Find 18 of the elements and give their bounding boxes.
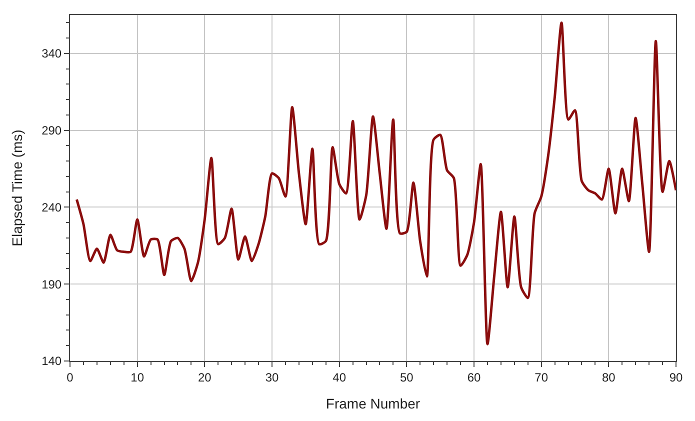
x-tick-label: 60 — [467, 370, 481, 384]
y-tick-label: 140 — [42, 354, 62, 368]
line-series — [75, 21, 676, 346]
x-tick-label: 50 — [400, 370, 414, 384]
x-tick-label: 10 — [130, 370, 144, 384]
x-tick-label: 40 — [332, 370, 346, 384]
x-tick-label: 90 — [669, 370, 683, 384]
x-axis-title: Frame Number — [326, 396, 420, 412]
y-tick-label: 190 — [42, 277, 62, 292]
x-tick-label: 20 — [198, 370, 212, 384]
y-tick-label: 290 — [42, 124, 62, 138]
x-tick-label: 70 — [534, 370, 548, 384]
x-tick-label: 80 — [602, 370, 616, 384]
x-tick-label: 0 — [66, 370, 74, 384]
y-tick-label: 240 — [42, 200, 62, 214]
y-axis-title: Elapsed Time (ms) — [9, 130, 26, 246]
y-tick-label: 340 — [42, 46, 62, 61]
x-tick-label: 30 — [265, 370, 279, 384]
